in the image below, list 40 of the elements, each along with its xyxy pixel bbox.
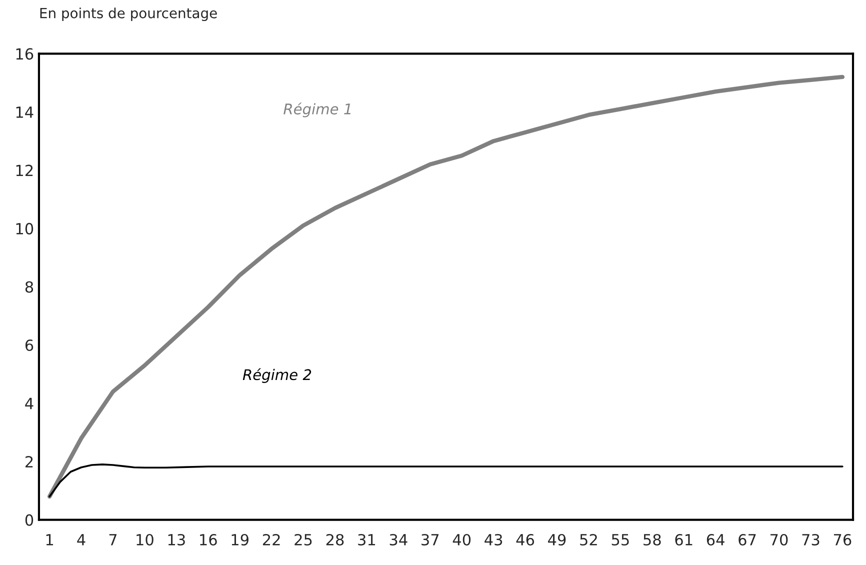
y-tick-label: 0 [25,514,34,526]
x-tick-label: 13 [168,534,185,546]
x-tick-label: 34 [390,534,408,546]
x-tick-label: 55 [612,534,629,546]
x-tick-label: 40 [452,534,471,546]
x-tick-label: 61 [675,534,692,546]
x-tick-label: 52 [580,534,597,546]
x-tick-label: 43 [484,534,502,546]
x-tick-label: 7 [109,534,117,546]
x-tick-label: 4 [77,534,86,546]
x-tick-label: 46 [516,534,534,546]
y-tick-label: 2 [26,456,33,468]
y-tick-label: 14 [16,106,34,118]
y-tick-label: 6 [25,339,34,352]
x-tick-label: 31 [358,534,376,546]
text: Régime 2 [242,368,312,383]
x-tick-label: 49 [548,534,566,546]
y-tick-label: 16 [16,48,34,60]
x-tick-label: 19 [232,534,248,546]
x-tick-label: 76 [834,534,852,546]
x-tick-label: 58 [644,534,661,546]
y-tick-label: 4 [25,398,34,410]
x-tick-label: 73 [802,534,820,546]
text: Régime 1 [284,102,350,118]
y-tick-label: 8 [25,281,34,293]
line-series [47,74,845,499]
y-tick-label: 10 [16,222,34,234]
x-tick-label: 10 [136,534,154,546]
x-tick-label: 64 [706,534,724,546]
x-tick-label: 16 [200,534,217,546]
x-tick-label: 67 [738,534,756,546]
x-tick-label: 70 [770,534,788,546]
x-tick-label: 25 [294,534,312,546]
y-tick-label: 12 [16,164,33,176]
line-series [48,464,844,498]
x-tick-label: 1 [46,534,53,546]
x-tick-label: 28 [326,534,344,546]
y-axis-title: En points de pourcentage [40,8,217,22]
x-tick-label: 22 [262,534,280,546]
x-tick-label: 37 [422,534,439,546]
